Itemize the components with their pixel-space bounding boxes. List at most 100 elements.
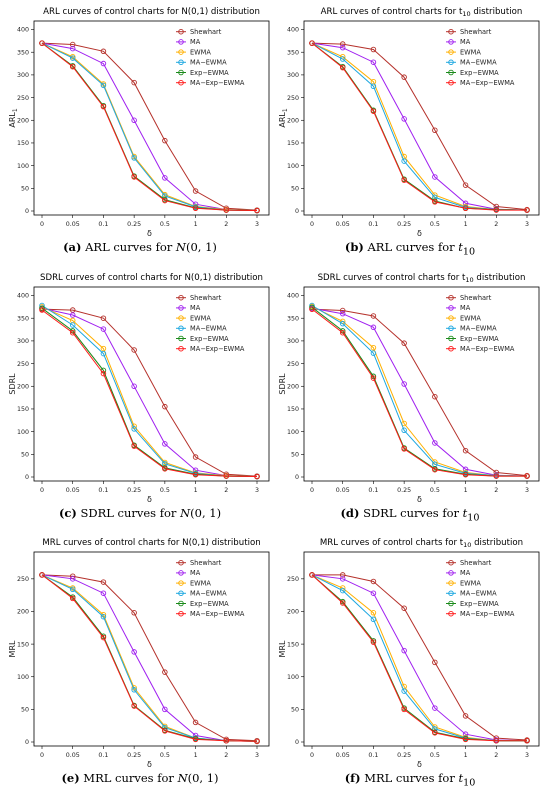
chart-d-ytick-5: 250 — [287, 361, 299, 368]
chart-d-series-0-line — [311, 308, 528, 477]
chart-c-series-0-point-5 — [192, 454, 199, 460]
chart-d-xtick-3: 0.25 — [397, 487, 411, 494]
chart-d-series-3-point-1 — [339, 320, 346, 327]
chart-e-legend-label-3: MA−EWMA — [190, 590, 227, 598]
caption-b-text: ARL curves for — [367, 240, 455, 254]
chart-d-legend-label-0: Shewhart — [460, 294, 492, 302]
chart-e-ytick-5: 250 — [17, 576, 29, 583]
chart-d-legend-label-4: Exp−EWMA — [460, 335, 499, 343]
chart-f-series-0-point-1 — [339, 572, 346, 578]
chart-f-xtick-1: 0.05 — [336, 752, 350, 759]
chart-c-legend-label-5: MA−Exp−EWMA — [190, 345, 245, 353]
chart-e-series-0-point-5 — [192, 719, 199, 726]
chart-b-series-5-point-0 — [309, 40, 315, 46]
chart-a-ytick-8: 400 — [17, 27, 29, 34]
chart-e-series-5-point-1 — [69, 595, 76, 602]
chart-b-legend-label-4: Exp−EWMA — [460, 69, 499, 77]
chart-a-series-3-point-1 — [69, 55, 76, 61]
chart-a-series-0-point-5 — [192, 188, 199, 194]
chart-a-xtick-5: 1 — [194, 221, 198, 228]
chart-e-series-5-point-0 — [39, 572, 45, 578]
chart-b-series-5-point-3 — [401, 177, 407, 183]
chart-b-series-5-point-1 — [339, 64, 346, 71]
chart-f-legend-label-5: MA−Exp−EWMA — [460, 610, 515, 618]
chart-b-ylabel-main: ARL — [278, 112, 287, 128]
chart-d-ylabel-main: SDRL — [278, 373, 287, 395]
chart-e-frame — [33, 551, 270, 747]
chart-c-series-5-line — [41, 309, 258, 477]
caption-f-label: (f) — [344, 771, 361, 785]
chart-f-series-0-point-4 — [432, 659, 438, 666]
chart-f-xtick-0: 0 — [310, 752, 314, 759]
chart-f-series-3-point-4 — [432, 726, 438, 732]
chart-b-legend-marker-3 — [448, 59, 454, 66]
caption-e-math: N — [177, 771, 188, 785]
chart-c-legend-label-2: EWMA — [190, 314, 211, 322]
chart-b-xlabel: δ — [417, 229, 422, 238]
chart-a-ytick-3: 150 — [17, 140, 29, 147]
chart-a-xtick-0: 0 — [40, 221, 44, 228]
chart-f-series-2-point-2 — [370, 610, 377, 616]
chart-a-xtick-2: 0.1 — [98, 221, 108, 228]
chart-d-series-0-point-3 — [401, 340, 407, 346]
chart-a-xtick-3: 0.25 — [127, 221, 141, 228]
caption-b-sub: 10 — [462, 246, 476, 258]
chart-b-xtick-3: 0.25 — [397, 221, 411, 228]
chart-d-legend-label-5: MA−Exp−EWMA — [460, 345, 515, 353]
chart-e-legend-label-5: MA−Exp−EWMA — [190, 610, 245, 618]
chart-c-ytick-6: 300 — [17, 338, 29, 345]
chart-f-series-1-point-1 — [339, 576, 346, 582]
chart-c-series-5-point-0 — [39, 307, 45, 313]
chart-b-xtick-6: 2 — [494, 221, 498, 228]
chart-f-title-main: MRL curves of control charts for t — [320, 538, 464, 548]
chart-b-series-1-point-2 — [370, 59, 377, 65]
chart-a-legend-label-5: MA−Exp−EWMA — [190, 79, 245, 87]
chart-c-series-0-point-4 — [162, 403, 168, 410]
chart-e-ytick-0: 0 — [25, 739, 29, 746]
caption-d-sub: 10 — [467, 512, 480, 524]
chart-a-xtick-1: 0.05 — [66, 221, 80, 228]
chart-a-ylabel-sub: 1 — [12, 108, 19, 112]
chart-b-series-5-line — [311, 42, 527, 211]
chart-a-series-0-point-1 — [69, 41, 76, 48]
chart-b-xtick-4: 0.5 — [430, 221, 440, 228]
chart-b-series-5-point-5 — [462, 205, 469, 212]
chart-e-legend-marker-2 — [178, 580, 184, 586]
chart-c-xtick-3: 0.25 — [127, 487, 141, 494]
chart-d-series-5-point-4 — [432, 466, 438, 473]
chart-b-series-0-point-3 — [401, 74, 407, 80]
chart-d-xtick-6: 2 — [494, 487, 498, 494]
chart-e-legend-label-0: Shewhart — [190, 559, 222, 567]
chart-a-ytick-7: 350 — [17, 49, 29, 56]
chart-e-xtick-7: 3 — [255, 752, 259, 759]
chart-a-xtick-7: 3 — [255, 221, 259, 228]
chart-a-series-5-point-2 — [100, 103, 107, 110]
chart-f-xlabel: δ — [417, 760, 422, 769]
caption-a-math: N — [175, 240, 186, 254]
chart-b-xtick-2: 0.1 — [368, 221, 378, 228]
chart-b-series-0-point-4 — [432, 127, 438, 133]
chart-b-plot: ARL curves of control charts for t10 dis… — [278, 7, 540, 238]
chart-d-legend-label-2: EWMA — [460, 314, 481, 322]
chart-a-series-5-point-6 — [223, 207, 230, 213]
chart-a-ytick-5: 250 — [17, 95, 29, 102]
chart-f-legend-label-2: EWMA — [460, 579, 481, 587]
panel-f: MRL curves of control charts for t10 dis… — [275, 533, 545, 795]
chart-c-series-3-point-3 — [131, 426, 137, 432]
chart-b-series-3-point-2 — [370, 83, 377, 89]
chart-a-legend-marker-2 — [178, 49, 184, 55]
chart-a-series-5-point-3 — [131, 174, 137, 180]
chart-a-series-1-point-2 — [100, 60, 107, 67]
chart-a-ytick-2: 100 — [17, 163, 29, 170]
chart-b-title-sub: 10 — [462, 10, 470, 18]
chart-f-series-1-line — [311, 574, 528, 742]
chart-c-series-0-point-2 — [100, 315, 107, 321]
chart-c-series-3-point-1 — [69, 322, 76, 328]
chart-a-legend-label-3: MA−EWMA — [190, 59, 227, 67]
chart-e-ylabel: MRL — [8, 640, 17, 657]
chart-b-legend-marker-1 — [448, 39, 454, 45]
chart-c-series-5-point-6 — [223, 473, 230, 479]
chart-f-series-1-point-4 — [432, 705, 438, 711]
chart-c-series-5-point-1 — [69, 329, 76, 336]
chart-e-xtick-1: 0.05 — [66, 752, 80, 759]
